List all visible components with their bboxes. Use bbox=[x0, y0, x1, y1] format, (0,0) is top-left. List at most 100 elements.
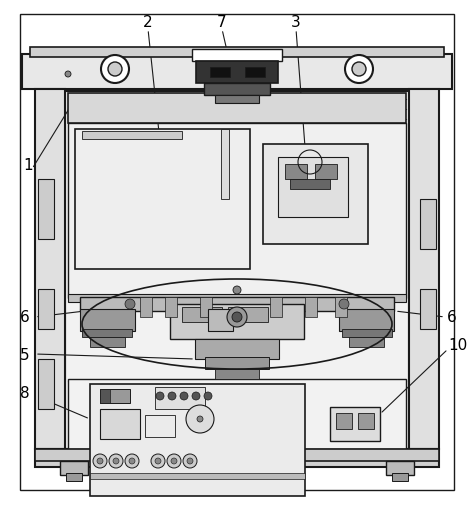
Bar bbox=[409, 90, 439, 449]
Bar bbox=[349, 337, 384, 347]
Circle shape bbox=[93, 454, 107, 468]
Circle shape bbox=[197, 416, 203, 422]
Bar bbox=[68, 294, 406, 302]
Circle shape bbox=[151, 454, 165, 468]
Bar bbox=[68, 379, 406, 449]
Bar bbox=[358, 413, 374, 429]
Circle shape bbox=[204, 392, 212, 400]
Bar bbox=[80, 310, 135, 331]
Circle shape bbox=[129, 458, 135, 464]
Bar bbox=[270, 297, 282, 317]
Bar bbox=[278, 158, 348, 218]
Circle shape bbox=[192, 392, 200, 400]
Bar bbox=[342, 329, 392, 337]
Text: 1: 1 bbox=[23, 157, 33, 172]
Circle shape bbox=[180, 392, 188, 400]
Bar bbox=[100, 389, 110, 403]
Circle shape bbox=[155, 458, 161, 464]
Circle shape bbox=[113, 458, 119, 464]
Bar bbox=[155, 387, 205, 409]
Bar bbox=[204, 84, 270, 96]
Circle shape bbox=[65, 72, 71, 78]
Bar bbox=[38, 289, 54, 329]
Bar bbox=[90, 473, 305, 479]
Bar bbox=[336, 413, 352, 429]
Bar bbox=[90, 337, 125, 347]
Bar bbox=[145, 415, 175, 437]
Bar bbox=[420, 199, 436, 249]
Bar bbox=[35, 449, 439, 461]
Bar bbox=[170, 305, 304, 339]
Bar bbox=[335, 297, 347, 317]
Circle shape bbox=[232, 313, 242, 322]
Bar bbox=[66, 473, 82, 481]
Bar bbox=[285, 165, 307, 180]
Circle shape bbox=[171, 458, 177, 464]
Bar bbox=[38, 359, 54, 409]
Circle shape bbox=[125, 299, 135, 310]
Circle shape bbox=[101, 56, 129, 84]
Bar bbox=[228, 308, 268, 322]
Bar bbox=[165, 297, 177, 317]
Text: 7: 7 bbox=[217, 15, 227, 29]
Bar bbox=[60, 461, 88, 475]
Bar bbox=[200, 297, 212, 317]
Bar bbox=[192, 50, 282, 62]
Bar bbox=[315, 165, 337, 180]
Bar bbox=[82, 132, 182, 140]
Circle shape bbox=[187, 458, 193, 464]
Text: 3: 3 bbox=[291, 15, 301, 29]
Bar bbox=[82, 329, 132, 337]
Bar bbox=[290, 180, 330, 189]
Circle shape bbox=[233, 286, 241, 294]
Bar bbox=[208, 310, 233, 331]
Circle shape bbox=[168, 392, 176, 400]
Bar bbox=[205, 358, 269, 369]
Circle shape bbox=[108, 63, 122, 77]
Text: 6: 6 bbox=[20, 310, 30, 325]
Circle shape bbox=[156, 392, 164, 400]
Bar bbox=[75, 130, 250, 270]
Bar bbox=[305, 297, 317, 317]
Text: 10: 10 bbox=[448, 337, 468, 352]
Bar bbox=[140, 297, 152, 317]
Bar bbox=[339, 310, 394, 331]
Bar bbox=[196, 62, 278, 84]
Circle shape bbox=[339, 299, 349, 310]
Bar bbox=[245, 68, 265, 78]
Bar bbox=[215, 369, 259, 379]
Bar bbox=[100, 389, 130, 403]
Circle shape bbox=[345, 56, 373, 84]
Bar bbox=[182, 308, 222, 322]
Circle shape bbox=[97, 458, 103, 464]
Circle shape bbox=[125, 454, 139, 468]
Bar bbox=[90, 384, 305, 496]
Text: 2: 2 bbox=[143, 15, 153, 29]
Text: 5: 5 bbox=[20, 347, 30, 362]
Circle shape bbox=[167, 454, 181, 468]
Bar bbox=[100, 409, 140, 439]
Bar bbox=[22, 55, 452, 90]
Bar bbox=[80, 297, 394, 312]
Bar bbox=[386, 461, 414, 475]
Bar bbox=[263, 145, 368, 244]
Bar bbox=[35, 449, 439, 467]
Circle shape bbox=[227, 308, 247, 327]
Bar bbox=[210, 68, 230, 78]
Circle shape bbox=[352, 63, 366, 77]
Text: 8: 8 bbox=[20, 385, 30, 400]
Bar bbox=[420, 289, 436, 329]
Bar bbox=[38, 180, 54, 239]
Text: 6: 6 bbox=[447, 310, 457, 325]
Bar bbox=[68, 94, 406, 124]
Bar bbox=[30, 48, 444, 58]
Circle shape bbox=[109, 454, 123, 468]
Bar bbox=[330, 407, 380, 441]
Circle shape bbox=[186, 405, 214, 433]
Bar bbox=[392, 473, 408, 481]
Bar bbox=[215, 96, 259, 104]
Bar bbox=[195, 339, 279, 359]
Bar bbox=[35, 90, 65, 449]
Bar bbox=[221, 130, 229, 199]
Bar bbox=[65, 92, 409, 449]
